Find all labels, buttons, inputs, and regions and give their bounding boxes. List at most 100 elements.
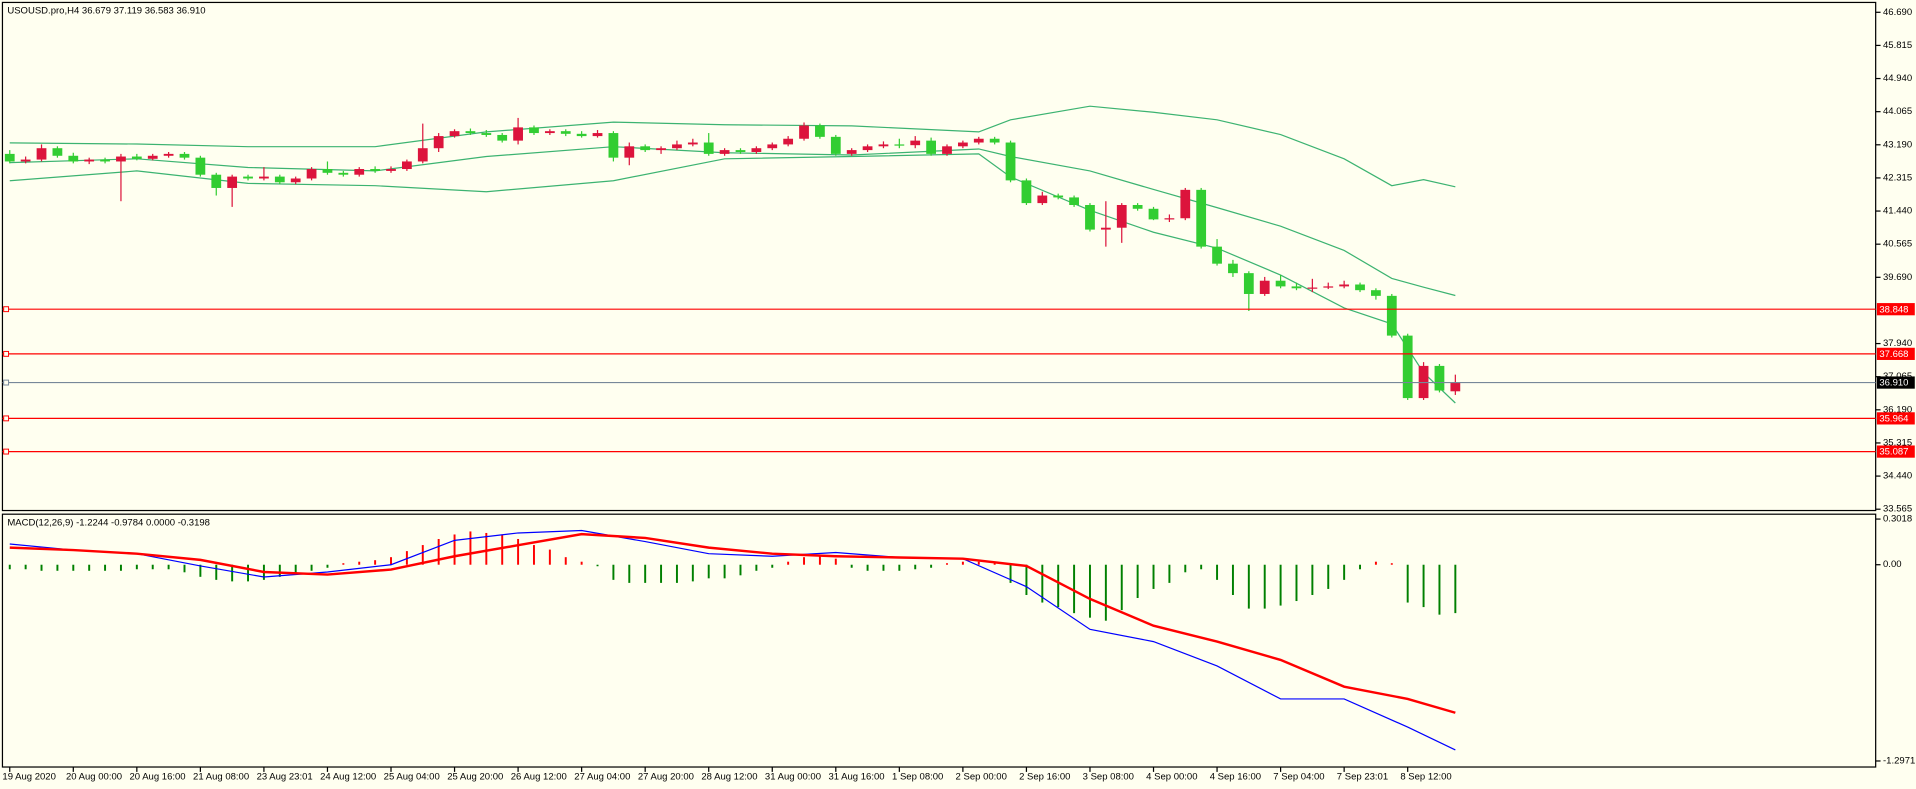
y-tick-label: 44.940 xyxy=(1883,73,1912,84)
candle xyxy=(195,155,206,177)
candle xyxy=(513,117,523,145)
candle xyxy=(1355,282,1365,293)
level-label-box xyxy=(1876,412,1915,425)
candle-body xyxy=(290,178,301,183)
macd-line xyxy=(9,532,1456,714)
candle-body xyxy=(68,155,79,162)
y-tick-label: 45.815 xyxy=(1883,40,1912,51)
candle xyxy=(1434,364,1445,393)
candle-body xyxy=(1180,189,1191,219)
candle-body xyxy=(370,169,381,171)
candle-body xyxy=(338,172,349,175)
x-tick-label: 2 Sep 00:00 xyxy=(956,771,1007,782)
candle xyxy=(211,172,222,196)
candle-body xyxy=(608,133,619,158)
candle xyxy=(1085,203,1095,232)
level-label: 38.848 xyxy=(1879,304,1908,315)
candle xyxy=(735,148,746,154)
candle-body xyxy=(751,148,762,152)
candle-body xyxy=(1434,365,1445,391)
candle-body xyxy=(36,148,47,160)
candle-body xyxy=(799,125,809,139)
candle-body xyxy=(402,161,412,170)
candle-body xyxy=(1386,295,1397,336)
candle-body xyxy=(989,138,1000,143)
candle xyxy=(862,144,873,152)
y-tick-label: 40.565 xyxy=(1883,239,1912,250)
candle xyxy=(354,167,365,177)
y-tick-label: 46.690 xyxy=(1883,7,1912,18)
x-tick-label: 28 Aug 12:00 xyxy=(701,771,757,782)
candle xyxy=(576,131,587,138)
candle xyxy=(767,142,778,151)
candle-body xyxy=(513,127,523,141)
candle-body xyxy=(147,155,158,159)
bollinger-band xyxy=(9,105,1456,188)
candle xyxy=(1450,374,1461,395)
candle-body xyxy=(386,169,396,171)
candle-body xyxy=(846,150,857,154)
candle-body xyxy=(1116,204,1127,228)
x-tick-label: 26 Aug 12:00 xyxy=(511,771,567,782)
candle xyxy=(783,136,794,147)
candle xyxy=(1148,206,1159,221)
level-label-box xyxy=(1876,376,1915,389)
candle xyxy=(386,166,396,173)
candle-body xyxy=(926,140,937,154)
candle xyxy=(417,123,428,164)
candle xyxy=(1402,333,1413,400)
candle xyxy=(227,174,238,207)
candle xyxy=(497,133,508,143)
candle-body xyxy=(656,148,666,151)
x-tick-label: 8 Sep 12:00 xyxy=(1400,771,1451,782)
candle-body xyxy=(1371,290,1381,296)
level-handle xyxy=(3,448,10,455)
candle xyxy=(942,144,952,156)
candle-body xyxy=(1053,195,1064,198)
x-tick-label: 4 Sep 00:00 xyxy=(1146,771,1197,782)
candle xyxy=(20,156,31,164)
candle xyxy=(243,174,253,181)
candle-body xyxy=(1291,286,1302,289)
y-tick-label: 39.690 xyxy=(1883,272,1912,283)
x-tick-label: 24 Aug 12:00 xyxy=(320,771,376,782)
candle xyxy=(290,176,301,185)
level-handle xyxy=(3,350,10,357)
candle xyxy=(322,161,333,175)
candle xyxy=(1180,187,1191,221)
candle-body xyxy=(830,136,841,154)
candle-body xyxy=(195,157,206,175)
candle-body xyxy=(179,153,190,158)
y-tick-label: 36.190 xyxy=(1883,404,1912,415)
candle xyxy=(179,151,190,160)
candle-body xyxy=(767,144,778,149)
level-label: 35.964 xyxy=(1879,414,1909,425)
candle xyxy=(529,125,539,135)
candle-body xyxy=(942,146,952,154)
level-handle xyxy=(3,306,10,313)
candle-body xyxy=(497,134,508,141)
candle-body xyxy=(576,133,587,137)
candle xyxy=(1132,203,1143,211)
candle-body xyxy=(1196,189,1207,247)
level-handle xyxy=(3,379,10,386)
y-tick-label: 33.565 xyxy=(1883,504,1912,515)
candle-body xyxy=(894,144,905,146)
candle-body xyxy=(1339,284,1350,287)
y-tick-label: 42.315 xyxy=(1883,172,1912,183)
candle-body xyxy=(116,156,126,162)
x-tick-label: 23 Aug 23:01 xyxy=(257,771,313,782)
candle xyxy=(1243,271,1254,312)
candle-body xyxy=(783,138,794,145)
candle xyxy=(1228,259,1238,277)
y-tick-label: 44.065 xyxy=(1883,106,1912,117)
candle-body xyxy=(878,144,889,147)
candle xyxy=(910,136,921,149)
candle xyxy=(926,137,937,156)
y-tick-label: 0.00 xyxy=(1883,559,1902,570)
candle xyxy=(449,129,460,138)
candle xyxy=(1005,140,1016,183)
candle-body xyxy=(703,142,714,154)
x-tick-label: 27 Aug 04:00 xyxy=(574,771,630,782)
x-tick-label: 25 Aug 20:00 xyxy=(447,771,503,782)
